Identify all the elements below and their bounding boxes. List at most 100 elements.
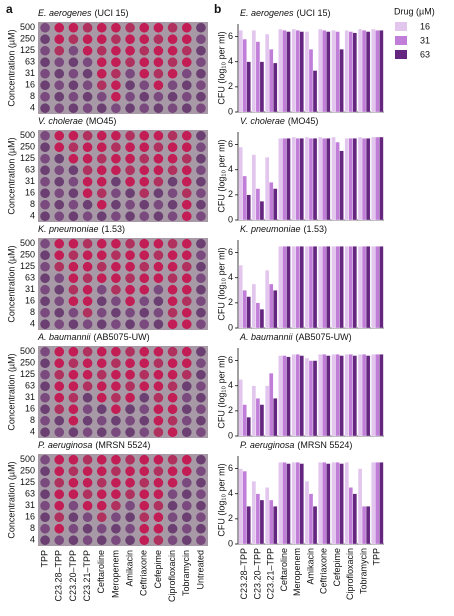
bar: [357, 136, 363, 221]
well: [68, 381, 79, 392]
bar: [331, 136, 336, 221]
bar: [318, 136, 323, 221]
bar: [286, 246, 291, 329]
well: [196, 57, 206, 68]
well: [68, 427, 79, 438]
well: [54, 307, 65, 318]
well: [68, 176, 79, 187]
well: [196, 477, 206, 488]
well: [196, 176, 206, 187]
well: [153, 392, 164, 403]
well: [82, 211, 93, 222]
well: [54, 34, 65, 45]
well: [139, 319, 150, 330]
well: [125, 91, 135, 102]
well: [125, 238, 135, 249]
well: [167, 45, 178, 56]
well: [68, 199, 79, 210]
well: [153, 130, 164, 141]
bar: [344, 354, 349, 437]
well: [40, 273, 50, 284]
well: [167, 512, 178, 523]
well: [167, 273, 178, 284]
bar: [269, 499, 274, 545]
well: [153, 261, 164, 272]
concentration-label: 500: [20, 346, 35, 356]
bar: [352, 355, 358, 437]
bar: [339, 246, 344, 329]
bar: [318, 246, 323, 329]
well: [153, 296, 164, 307]
bar: [312, 506, 318, 545]
organism: A. baumannii: [37, 332, 92, 342]
well: [111, 250, 121, 261]
well: [111, 358, 121, 369]
well: [167, 358, 178, 369]
bar: [255, 41, 261, 113]
well: [54, 535, 65, 546]
well: [153, 358, 164, 369]
well: [153, 238, 164, 249]
bar: [264, 487, 270, 545]
bar: [352, 246, 358, 329]
bar: [331, 30, 336, 113]
bar: [264, 33, 270, 113]
well: [68, 80, 79, 91]
bar: [308, 48, 314, 113]
well: [196, 153, 206, 164]
well: [40, 261, 50, 272]
bar: [352, 32, 358, 113]
well: [181, 250, 192, 261]
bar: [251, 154, 257, 221]
well: [167, 500, 178, 511]
y-tick-label: 2: [228, 189, 233, 199]
well: [111, 22, 121, 33]
well: [181, 358, 192, 369]
well: [96, 296, 107, 307]
well: [181, 261, 192, 272]
column-label: Ciprofloxacin: [167, 550, 177, 602]
well: [167, 535, 178, 546]
y-axis-label: CFU (log₁₀ per ml): [216, 463, 226, 536]
plate-title: K. pneumoniae (1.53): [38, 224, 125, 234]
column-label: Meropenem: [110, 550, 120, 598]
bar: [335, 246, 340, 329]
well: [54, 369, 65, 380]
well: [181, 176, 192, 187]
well: [68, 68, 79, 79]
well: [181, 307, 192, 318]
well: [82, 165, 93, 176]
well: [111, 500, 121, 511]
well: [125, 273, 135, 284]
concentration-label: 250: [20, 466, 35, 476]
well: [167, 319, 178, 330]
well: [54, 284, 65, 295]
well: [181, 153, 192, 164]
x-tick-label: C23.21–TPP: [266, 548, 276, 600]
well: [54, 454, 65, 465]
bar: [295, 462, 300, 545]
well: [54, 57, 65, 68]
well: [68, 165, 79, 176]
well: [40, 477, 50, 488]
concentration-label: 63: [25, 273, 35, 283]
well: [153, 319, 164, 330]
well: [40, 404, 50, 415]
well: [82, 466, 93, 477]
concentration-label: 63: [25, 381, 35, 391]
well: [82, 392, 93, 403]
well: [96, 512, 107, 523]
column-label: Untreated: [195, 550, 205, 590]
well: [68, 535, 79, 546]
bar: [251, 480, 257, 545]
well: [111, 165, 121, 176]
well: [82, 427, 93, 438]
well: [153, 34, 164, 45]
bar: [273, 398, 278, 437]
y-tick-label: 6: [228, 355, 233, 365]
well: [153, 512, 164, 523]
y-tick-label: 0: [228, 538, 233, 548]
well: [40, 415, 50, 426]
well: [139, 284, 150, 295]
well: [196, 142, 206, 153]
